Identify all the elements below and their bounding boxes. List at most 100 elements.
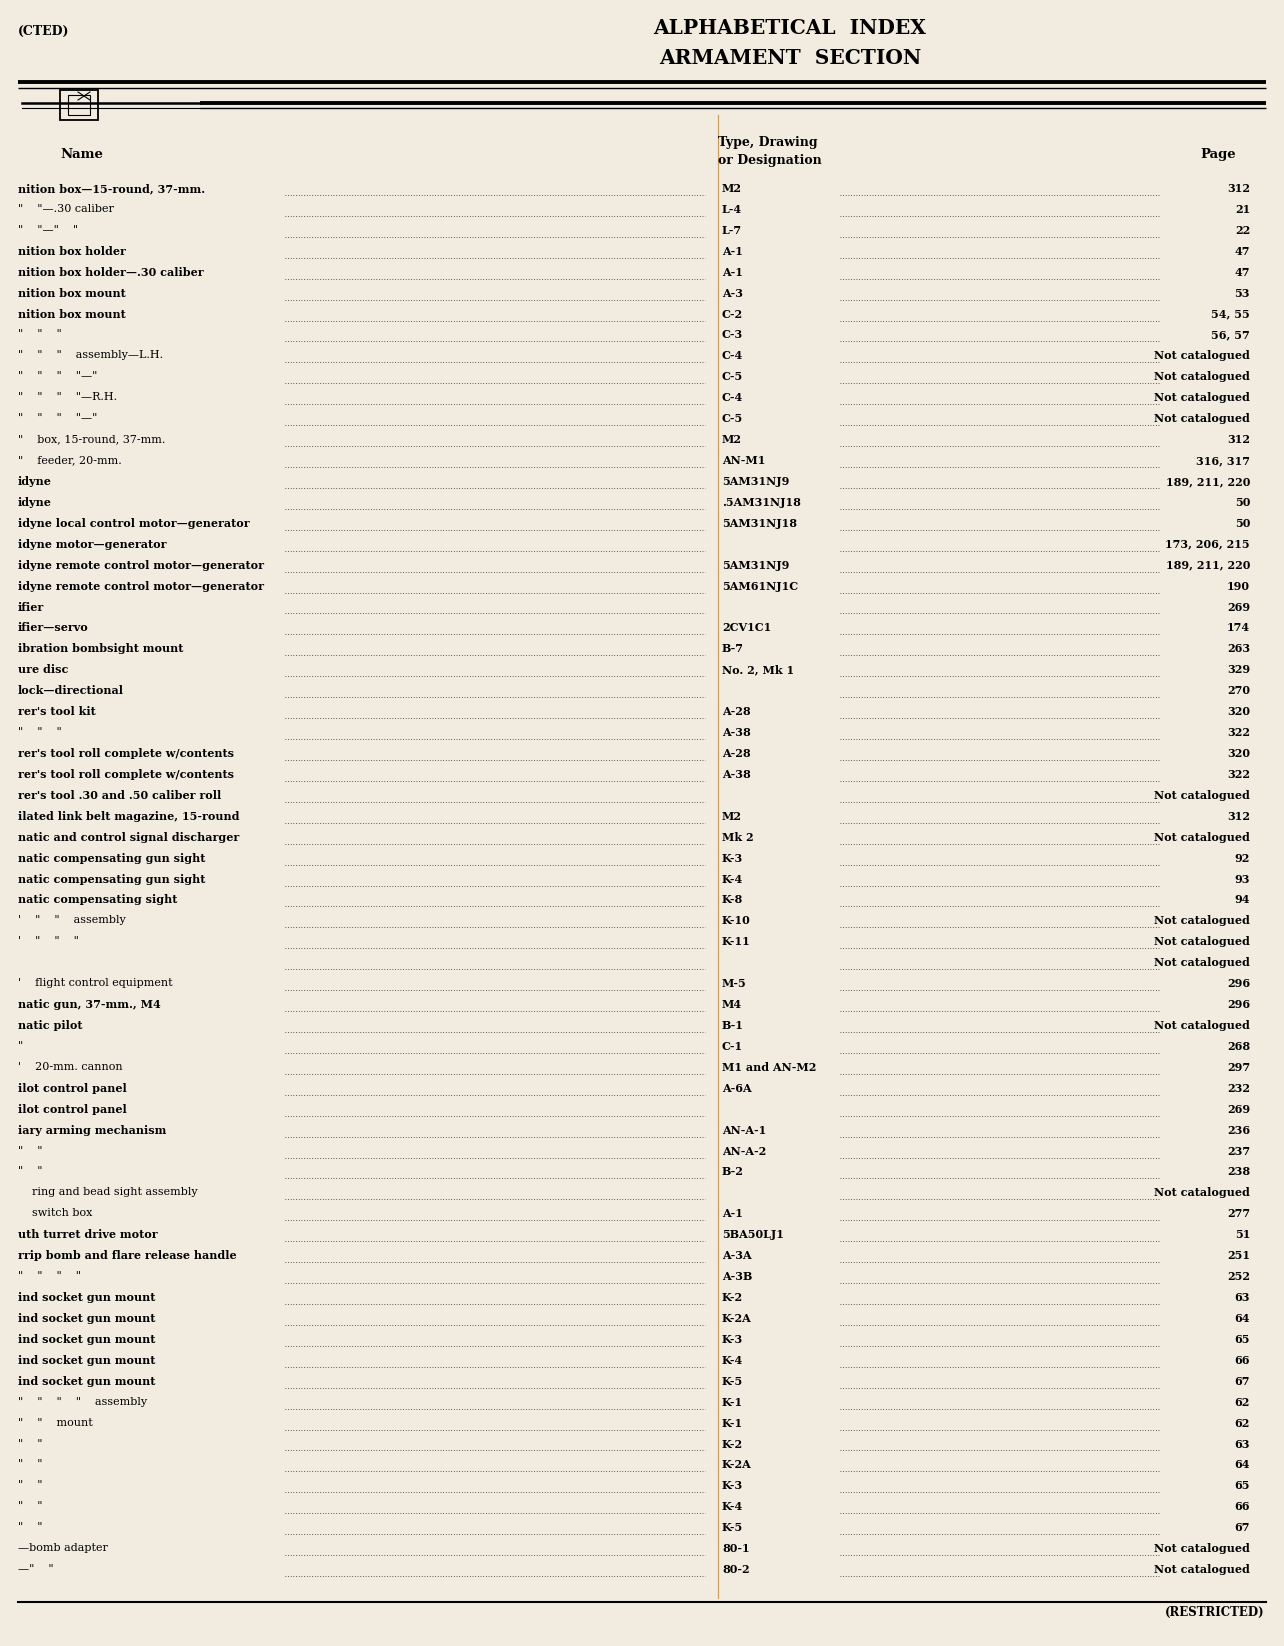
Text: No. 2, Mk 1: No. 2, Mk 1 [722, 665, 794, 675]
Text: 51: 51 [1235, 1230, 1251, 1241]
Text: 62: 62 [1235, 1417, 1251, 1429]
Text: natic compensating gun sight: natic compensating gun sight [18, 853, 205, 864]
Text: ibration bombsight mount: ibration bombsight mount [18, 644, 184, 655]
Text: 54, 55: 54, 55 [1211, 308, 1251, 319]
Text: 50: 50 [1235, 518, 1251, 528]
Text: natic gun, 37-mm., M4: natic gun, 37-mm., M4 [18, 999, 160, 1011]
Bar [60, 91, 98, 120]
Text: A-3: A-3 [722, 288, 743, 298]
Text: rer's tool kit: rer's tool kit [18, 706, 96, 718]
Text: 190: 190 [1228, 581, 1251, 591]
Text: idyne remote control motor—generator: idyne remote control motor—generator [18, 560, 265, 571]
Text: A-38: A-38 [722, 769, 751, 780]
Text: ": " [18, 1040, 23, 1050]
Text: 322: 322 [1228, 728, 1251, 737]
Text: Not catalogued: Not catalogued [1154, 1021, 1251, 1030]
Text: "    ": " " [18, 1167, 42, 1177]
Text: Type, Drawing: Type, Drawing [718, 137, 818, 150]
Text: M1 and AN-M2: M1 and AN-M2 [722, 1062, 817, 1073]
Text: 5AM61NJ1C: 5AM61NJ1C [722, 581, 799, 591]
Text: .5AM31NJ18: .5AM31NJ18 [722, 497, 801, 509]
Text: C-2: C-2 [722, 308, 743, 319]
Text: A-6A: A-6A [722, 1083, 751, 1095]
Text: 173, 206, 215: 173, 206, 215 [1166, 538, 1251, 550]
Text: 56, 57: 56, 57 [1211, 329, 1251, 341]
Text: B-7: B-7 [722, 644, 743, 655]
Text: K-5: K-5 [722, 1523, 743, 1532]
Text: Not catalogued: Not catalogued [1154, 937, 1251, 948]
Text: Not catalogued: Not catalogued [1154, 1564, 1251, 1575]
Text: idyne local control motor—generator: idyne local control motor—generator [18, 518, 249, 528]
Text: K-8: K-8 [722, 894, 743, 905]
Text: 5AM31NJ9: 5AM31NJ9 [722, 476, 790, 487]
Text: M4: M4 [722, 999, 742, 1011]
Text: K-3: K-3 [722, 1480, 743, 1491]
Text: Not catalogued: Not catalogued [1154, 1544, 1251, 1554]
Text: nition box mount: nition box mount [18, 308, 126, 319]
Text: 252: 252 [1228, 1271, 1251, 1282]
Text: K-5: K-5 [722, 1376, 743, 1386]
Text: ilot control panel: ilot control panel [18, 1083, 127, 1095]
Text: 238: 238 [1228, 1167, 1251, 1177]
Text: nition box mount: nition box mount [18, 288, 126, 298]
Text: nition box holder—.30 caliber: nition box holder—.30 caliber [18, 267, 204, 278]
Text: 67: 67 [1234, 1523, 1251, 1532]
Text: 64: 64 [1234, 1314, 1251, 1323]
Text: A-28: A-28 [722, 747, 751, 759]
Text: 66: 66 [1234, 1501, 1251, 1513]
Text: 312: 312 [1228, 435, 1251, 444]
Text: C-1: C-1 [722, 1040, 743, 1052]
Bar [68, 95, 90, 115]
Text: ilated link belt magazine, 15-round: ilated link belt magazine, 15-round [18, 811, 240, 821]
Text: K-1: K-1 [722, 1397, 743, 1407]
Text: 63: 63 [1234, 1292, 1251, 1304]
Text: K-2A: K-2A [722, 1460, 751, 1470]
Text: 21: 21 [1235, 204, 1251, 216]
Text: "    box, 15-round, 37-mm.: " box, 15-round, 37-mm. [18, 435, 166, 444]
Text: M2: M2 [722, 435, 742, 444]
Text: ind socket gun mount: ind socket gun mount [18, 1355, 155, 1366]
Text: '    flight control equipment: ' flight control equipment [18, 978, 172, 988]
Text: 320: 320 [1228, 747, 1251, 759]
Text: B-2: B-2 [722, 1167, 743, 1177]
Text: 269: 269 [1228, 1104, 1251, 1114]
Text: 5AM31NJ18: 5AM31NJ18 [722, 518, 797, 528]
Text: 236: 236 [1228, 1124, 1251, 1136]
Text: natic pilot: natic pilot [18, 1021, 82, 1030]
Text: K-10: K-10 [722, 915, 751, 927]
Text: 65: 65 [1234, 1480, 1251, 1491]
Text: "    "    "    ": " " " " [18, 1271, 81, 1281]
Text: 94: 94 [1234, 894, 1251, 905]
Text: 22: 22 [1235, 226, 1251, 235]
Text: Not catalogued: Not catalogued [1154, 1187, 1251, 1198]
Text: K-1: K-1 [722, 1417, 743, 1429]
Text: nition box—15-round, 37-mm.: nition box—15-round, 37-mm. [18, 183, 205, 194]
Text: 329: 329 [1228, 665, 1251, 675]
Text: nition box holder: nition box holder [18, 245, 126, 257]
Text: 251: 251 [1228, 1251, 1251, 1261]
Text: —bomb adapter: —bomb adapter [18, 1544, 108, 1554]
Text: 174: 174 [1228, 622, 1251, 634]
Text: 189, 211, 220: 189, 211, 220 [1166, 560, 1251, 571]
Text: idyne motor—generator: idyne motor—generator [18, 538, 167, 550]
Text: K-2: K-2 [722, 1439, 743, 1450]
Text: M-5: M-5 [722, 978, 747, 989]
Text: AN-A-1: AN-A-1 [722, 1124, 767, 1136]
Text: 2CV1C1: 2CV1C1 [722, 622, 772, 634]
Text: K-2A: K-2A [722, 1314, 751, 1323]
Text: idyne remote control motor—generator: idyne remote control motor—generator [18, 581, 265, 591]
Text: 263: 263 [1228, 644, 1251, 655]
Text: Not catalogued: Not catalogued [1154, 831, 1251, 843]
Text: ind socket gun mount: ind socket gun mount [18, 1333, 155, 1345]
Text: AN-M1: AN-M1 [722, 454, 765, 466]
Text: 237: 237 [1228, 1146, 1251, 1157]
Text: —"    ": —" " [18, 1564, 54, 1574]
Text: 80-2: 80-2 [722, 1564, 750, 1575]
Text: Not catalogued: Not catalogued [1154, 790, 1251, 802]
Text: Not catalogued: Not catalogued [1154, 351, 1251, 362]
Text: K-4: K-4 [722, 1355, 743, 1366]
Text: 47: 47 [1234, 267, 1251, 278]
Text: ilot control panel: ilot control panel [18, 1104, 127, 1114]
Text: switch box: switch box [18, 1208, 92, 1218]
Text: Name: Name [60, 148, 103, 161]
